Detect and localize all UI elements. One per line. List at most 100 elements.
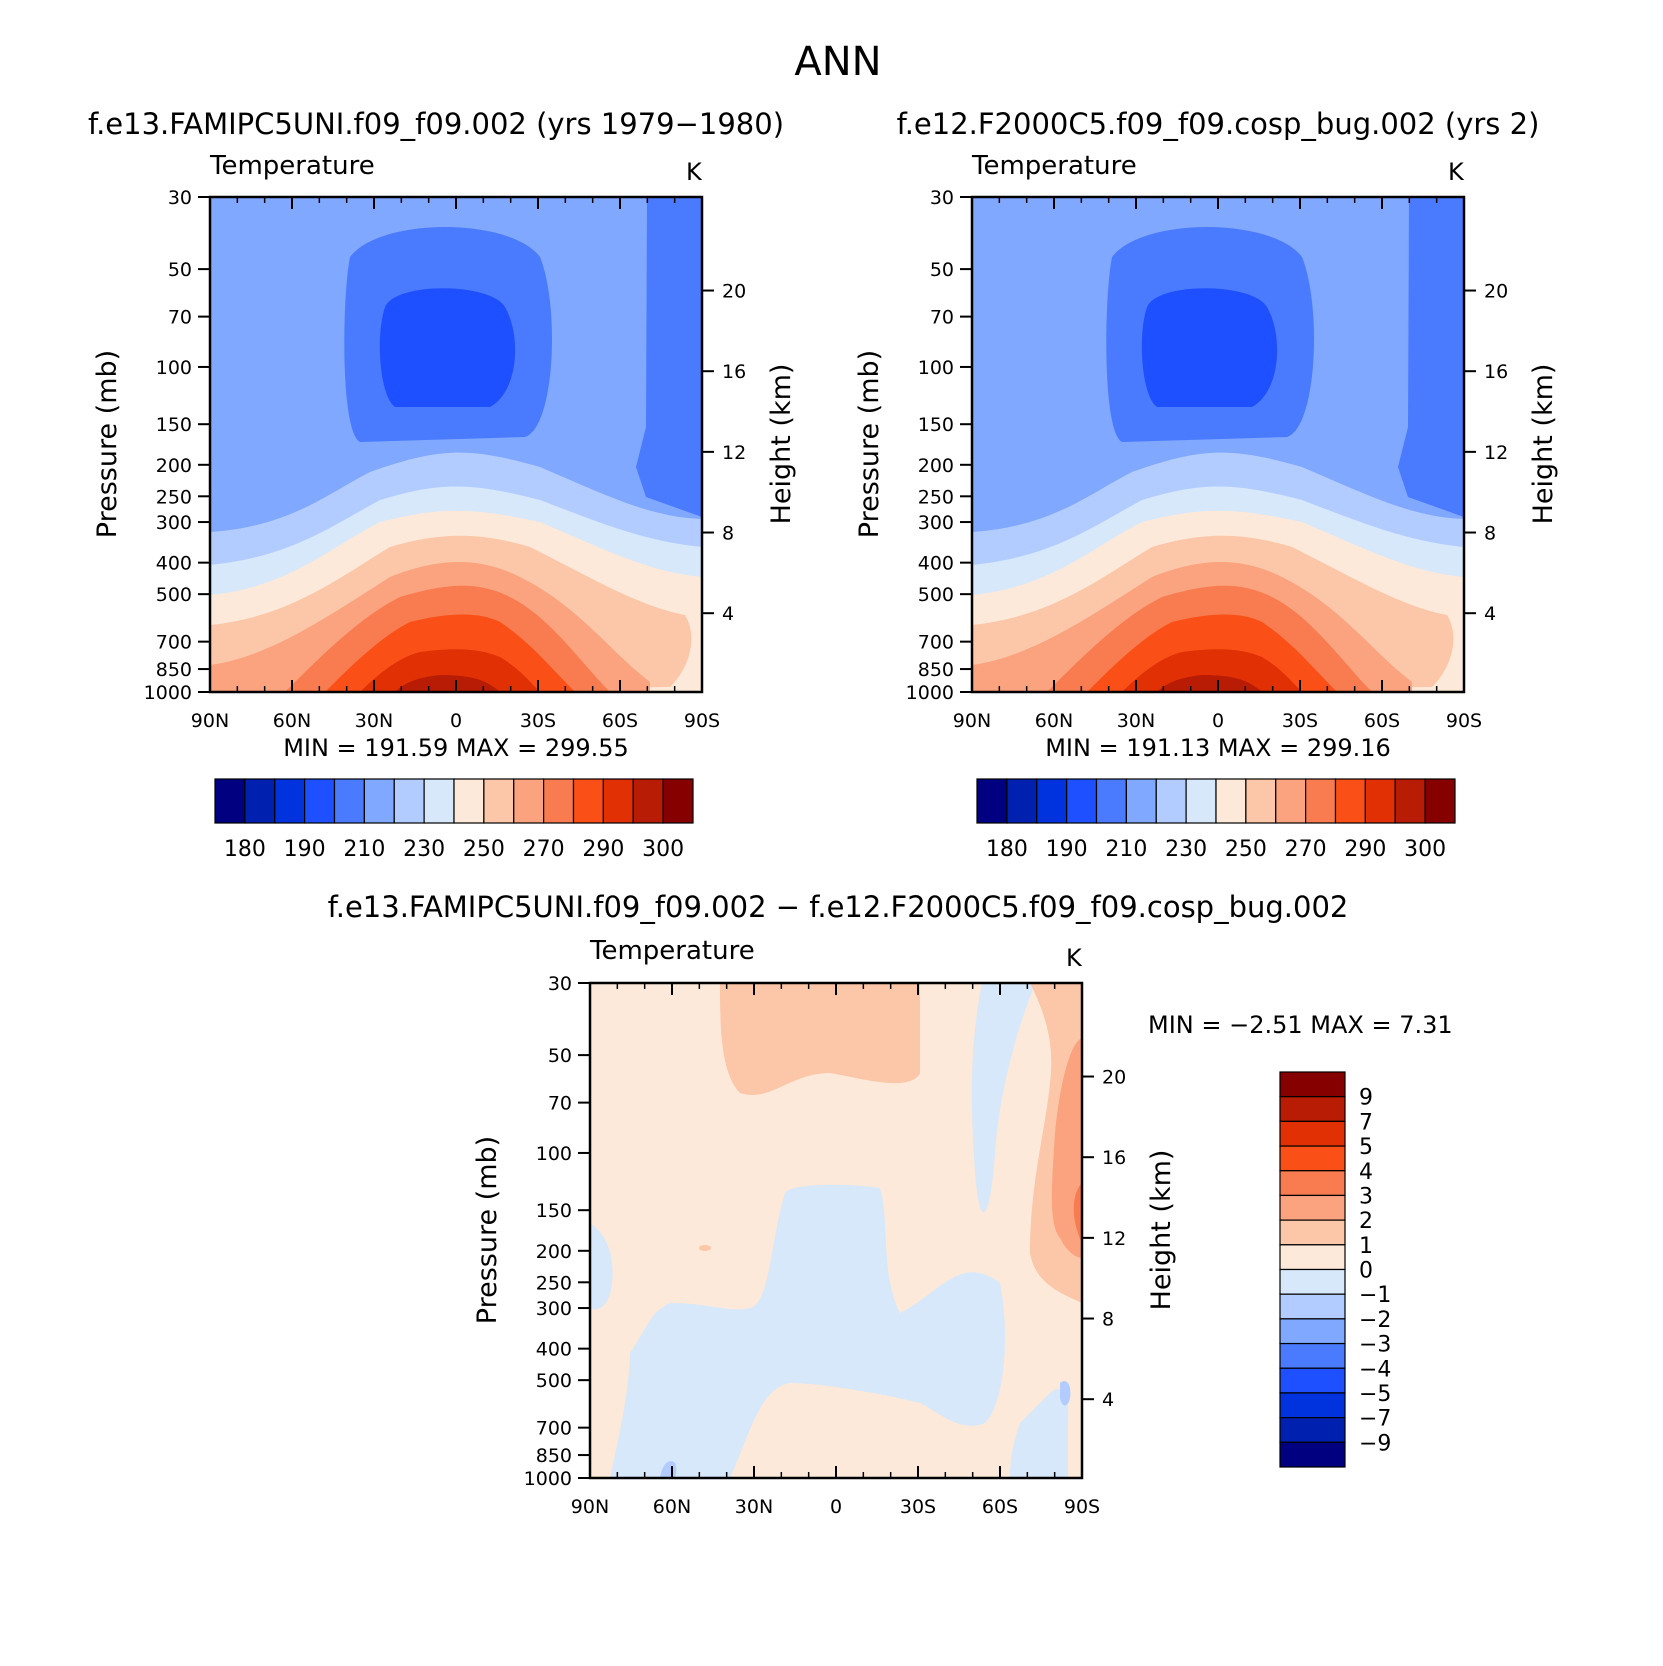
panel-a-colorbar: 180 190 210 230 250 270 290 300 (214, 778, 694, 862)
y2-tick-label: 4 (1484, 603, 1496, 625)
y-tick-label: 50 (930, 259, 954, 281)
panel-a: f.e13.FAMIPC5UNI.f09_f09.002 (yrs 1979−1… (88, 107, 797, 862)
colorbar-swatch (1305, 778, 1337, 824)
panel-c-ylabel: Pressure (mb) (472, 1136, 503, 1324)
y2-tick-label: 12 (1484, 442, 1508, 464)
colorbar-label: 230 (1165, 837, 1207, 862)
colorbar-swatch (333, 778, 365, 824)
panel-b-colorbar: 180 190 210 230 250 270 290 300 (976, 778, 1456, 862)
x-tick-label: 90S (1446, 710, 1482, 732)
colorbar-label: 180 (224, 837, 266, 862)
colorbar-label: 7 (1359, 1110, 1373, 1135)
y-tick-label: 150 (536, 1200, 572, 1222)
panel-a-axes: 90N 60N 30N 0 30S 60S 90S 30 50 70 100 150 200 250 300… (144, 187, 747, 732)
y-tick-label: 850 (918, 659, 954, 681)
colorbar-label: 300 (1404, 837, 1446, 862)
y-tick-label: 500 (918, 584, 954, 606)
y2-tick-label: 16 (1102, 1147, 1126, 1169)
colorbar-swatch (632, 778, 664, 824)
y2-tick-label: 16 (1484, 361, 1508, 383)
y-tick-label: 70 (548, 1093, 572, 1115)
colorbar-label: −5 (1359, 1382, 1391, 1407)
x-tick-label: 60S (602, 710, 638, 732)
x-tick-label: 30N (1117, 710, 1155, 732)
colorbar-swatch (1006, 778, 1038, 824)
colorbar-swatch (1245, 778, 1277, 824)
x-tick-label: 60N (653, 1496, 691, 1518)
colorbar-swatch (602, 778, 634, 824)
y-tick-label: 200 (918, 455, 954, 477)
y2-tick-label: 16 (722, 361, 746, 383)
colorbar-label: −4 (1359, 1357, 1391, 1382)
x-tick-label: 0 (830, 1496, 842, 1518)
y-tick-label: 700 (156, 632, 192, 654)
panel-b-ylabel: Pressure (mb) (854, 350, 885, 538)
panel-a-y2label: Height (km) (766, 364, 797, 525)
x-tick-label: 60N (273, 710, 311, 732)
y2-tick-label: 20 (722, 281, 746, 303)
colorbar-swatch (1279, 1367, 1346, 1394)
colorbar-swatch (1334, 778, 1366, 824)
colorbar-swatch (1279, 1194, 1346, 1221)
y-tick-label: 70 (930, 307, 954, 329)
colorbar-label: 4 (1359, 1160, 1373, 1185)
colorbar-swatch (1279, 1441, 1346, 1468)
panel-a-ylabel: Pressure (mb) (92, 350, 123, 538)
colorbar-label: 0 (1359, 1259, 1373, 1284)
panel-b: f.e12.F2000C5.f09_f09.cosp_bug.002 (yrs … (854, 107, 1559, 862)
y2-tick-label: 4 (1102, 1389, 1114, 1411)
colorbar-swatch (483, 778, 515, 824)
y-tick-label: 250 (918, 486, 954, 508)
y-tick-label: 500 (156, 584, 192, 606)
colorbar-swatch (393, 778, 425, 824)
y2-tick-label: 8 (722, 523, 734, 545)
colorbar-label: 190 (284, 837, 326, 862)
y2-tick-label: 12 (722, 442, 746, 464)
colorbar-swatch (1279, 1120, 1346, 1147)
colorbar-swatch (304, 778, 336, 824)
y-tick-label: 30 (168, 187, 192, 209)
y-tick-label: 100 (918, 357, 954, 379)
panel-c-units: K (1066, 944, 1083, 972)
colorbar-swatch (1279, 1293, 1346, 1320)
colorbar-label: 270 (1285, 837, 1327, 862)
x-tick-label: 30S (1282, 710, 1318, 732)
y-tick-label: 300 (918, 512, 954, 534)
x-tick-label: 90N (571, 1496, 609, 1518)
colorbar-swatch (662, 778, 694, 824)
y-tick-label: 500 (536, 1370, 572, 1392)
colorbar-swatch (453, 778, 485, 824)
y2-tick-label: 20 (1102, 1067, 1126, 1089)
y-tick-label: 400 (156, 553, 192, 575)
colorbar-swatch (513, 778, 545, 824)
panel-a-variable: Temperature (209, 151, 375, 181)
colorbar-swatch (1279, 1145, 1346, 1172)
y2-tick-label: 12 (1102, 1228, 1126, 1250)
y-tick-label: 30 (930, 187, 954, 209)
colorbar-swatch (572, 778, 604, 824)
y2-tick-label: 8 (1484, 523, 1496, 545)
colorbar-label: 250 (463, 837, 505, 862)
y-tick-label: 100 (156, 357, 192, 379)
panel-a-title: f.e13.FAMIPC5UNI.f09_f09.002 (yrs 1979−1… (88, 107, 784, 141)
x-tick-label: 60S (982, 1496, 1018, 1518)
colorbar-swatch (1279, 1318, 1346, 1345)
y-tick-label: 30 (548, 973, 572, 995)
panel-c-y2label: Height (km) (1146, 1150, 1177, 1311)
colorbar-label: −3 (1359, 1333, 1391, 1358)
colorbar-swatch (1125, 778, 1157, 824)
colorbar-swatch (423, 778, 455, 824)
y2-tick-label: 4 (722, 603, 734, 625)
panel-b-title: f.e12.F2000C5.f09_f09.cosp_bug.002 (yrs … (897, 107, 1540, 141)
x-tick-label: 90N (191, 710, 229, 732)
y-tick-label: 850 (156, 659, 192, 681)
colorbar-swatch (1279, 1417, 1346, 1443)
colorbar-swatch (1095, 778, 1127, 824)
colorbar-label: 270 (523, 837, 565, 862)
colorbar-label: 290 (582, 837, 624, 862)
panel-b-plot-area (972, 197, 1464, 692)
colorbar-label: 210 (343, 837, 385, 862)
y-tick-label: 250 (536, 1272, 572, 1294)
colorbar-swatch (1066, 778, 1098, 824)
